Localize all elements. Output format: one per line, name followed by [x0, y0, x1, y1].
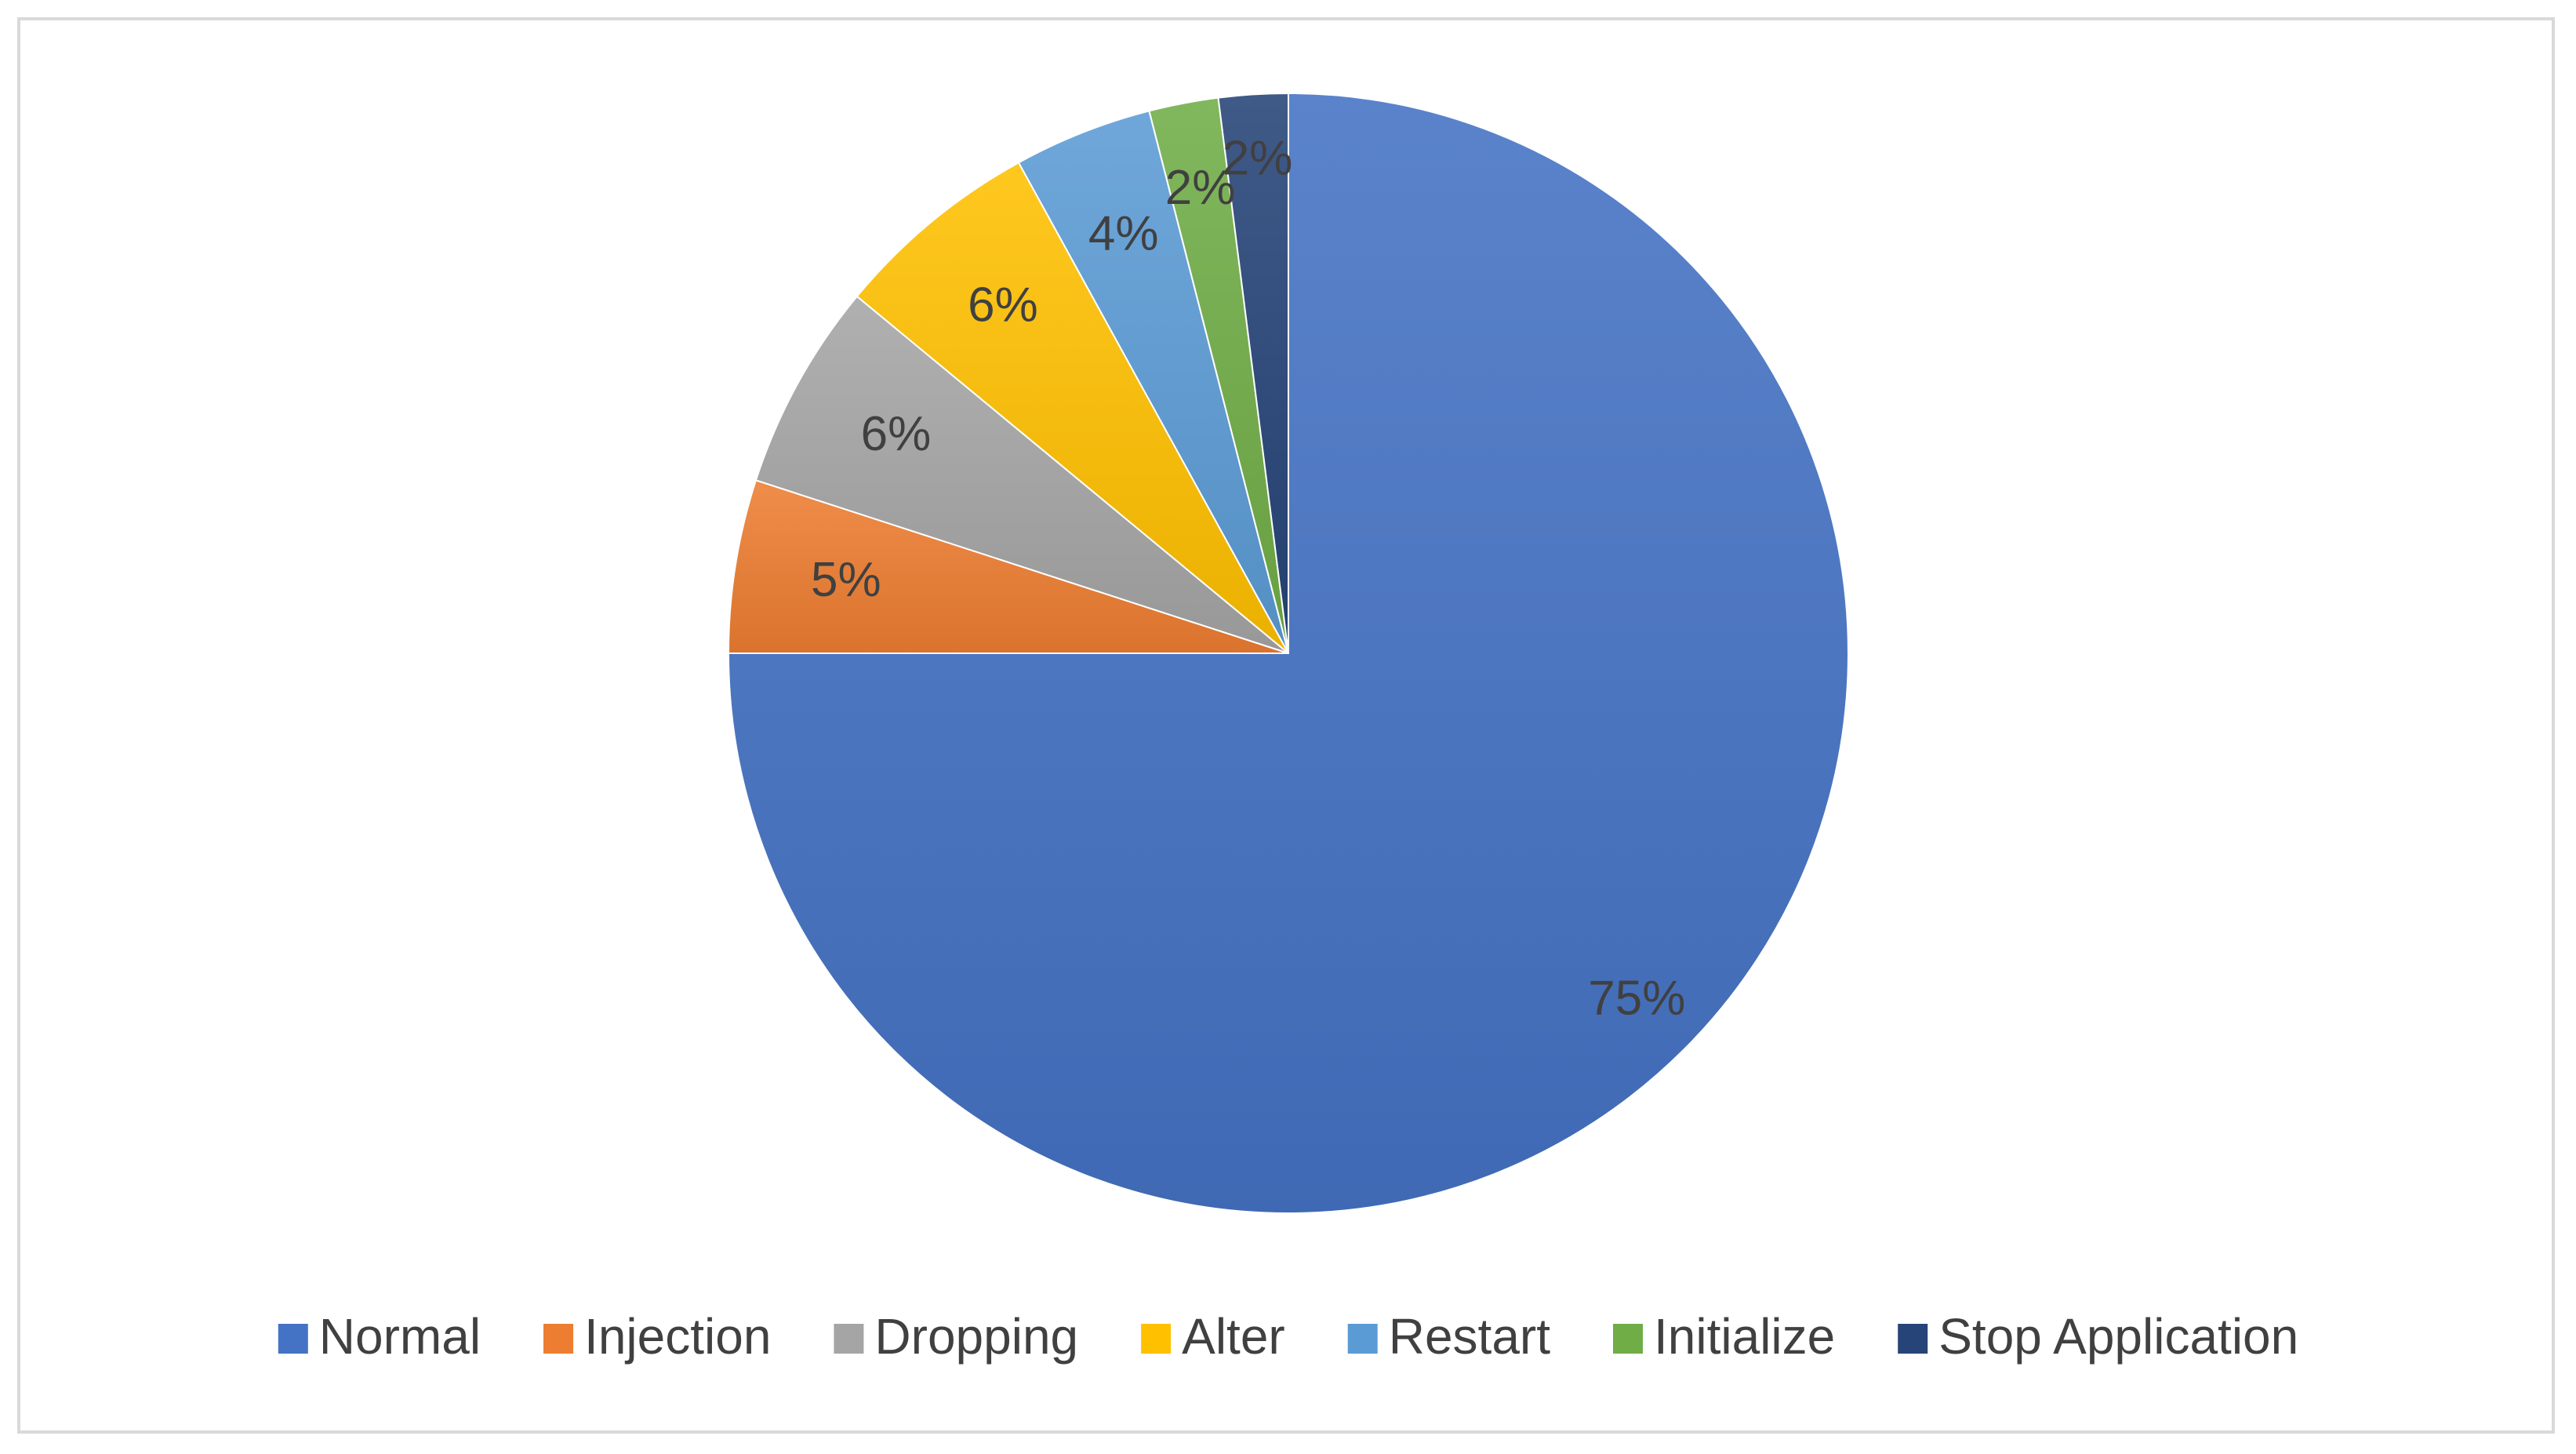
legend-label-alter: Alter	[1182, 1308, 1285, 1365]
legend-item-alter: Alter	[1141, 1308, 1285, 1365]
legend-label-initialize: Initialize	[1654, 1308, 1835, 1365]
legend-swatch-injection	[543, 1324, 574, 1354]
data-label-stop-application: 2%	[1223, 131, 1293, 185]
legend-item-injection: Injection	[543, 1308, 771, 1365]
legend-label-dropping: Dropping	[874, 1308, 1078, 1365]
legend-label-injection: Injection	[584, 1308, 771, 1365]
data-label-dropping: 6%	[861, 407, 932, 461]
legend-swatch-alter	[1141, 1324, 1172, 1354]
slice-stop-application	[1217, 92, 1289, 654]
legend-label-stop-application: Stop Application	[1938, 1308, 2298, 1365]
slice-restart	[1017, 110, 1289, 654]
legend-item-normal: Normal	[278, 1308, 481, 1365]
slice-dropping	[754, 295, 1289, 654]
slice-injection	[727, 479, 1289, 654]
data-label-injection: 5%	[811, 553, 881, 607]
legend-label-normal: Normal	[319, 1308, 481, 1365]
legend-item-restart: Restart	[1347, 1308, 1551, 1365]
data-label-initialize: 2%	[1165, 161, 1236, 215]
data-label-restart: 4%	[1088, 206, 1159, 260]
pie-data-labels: 75%5%6%6%4%2%2%	[811, 131, 1685, 1025]
legend-label-restart: Restart	[1389, 1308, 1551, 1365]
slice-normal	[727, 92, 1849, 1214]
slice-alter	[856, 161, 1289, 654]
data-label-alter: 6%	[968, 278, 1038, 332]
data-label-normal: 75%	[1588, 972, 1685, 1026]
legend-item-stop-application: Stop Application	[1898, 1308, 2298, 1365]
legend: Normal Injection Dropping Alter Restart Initi…	[278, 1308, 2298, 1365]
legend-swatch-initialize	[1613, 1324, 1643, 1354]
legend-swatch-stop-application	[1898, 1324, 1928, 1354]
legend-swatch-restart	[1347, 1324, 1378, 1354]
legend-item-initialize: Initialize	[1613, 1308, 1835, 1365]
pie-slices	[727, 92, 1849, 1214]
legend-item-dropping: Dropping	[834, 1308, 1078, 1365]
legend-swatch-dropping	[834, 1324, 864, 1354]
legend-swatch-normal	[278, 1324, 308, 1354]
